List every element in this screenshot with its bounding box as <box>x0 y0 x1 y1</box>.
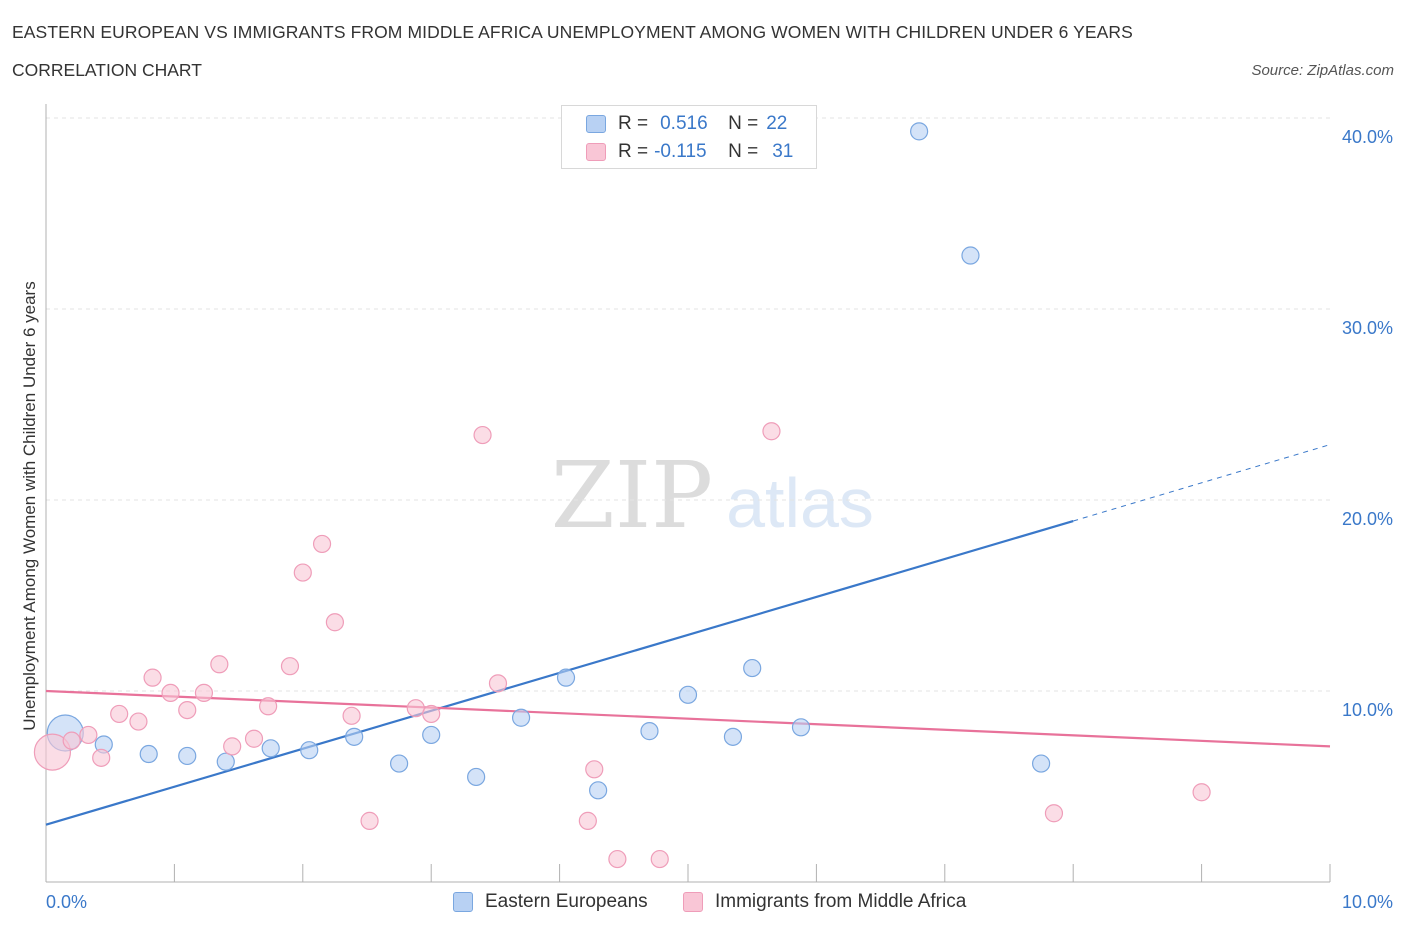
watermark-zip: ZIP <box>551 442 713 549</box>
point-middle-africa <box>1192 783 1211 802</box>
watermark-atlas: atlas <box>726 464 874 542</box>
point-middle-africa <box>608 849 627 869</box>
point-middle-africa <box>79 725 98 745</box>
legend-row-middle-africa: R = -0.115 N = 31 <box>586 140 793 164</box>
point-middle-africa <box>293 563 312 582</box>
legend-swatch-blue <box>453 892 473 912</box>
point-eastern-europeans <box>261 739 280 758</box>
source-credit: Source: ZipAtlas.com <box>1251 62 1394 79</box>
legend-swatch-pink <box>683 892 703 912</box>
x-tick-label: 0.0% <box>46 892 87 912</box>
point-eastern-europeans <box>640 722 659 741</box>
point-middle-africa <box>762 422 781 441</box>
chart-title: EASTERN EUROPEAN VS IMMIGRANTS FROM MIDD… <box>12 22 1133 42</box>
point-eastern-europeans <box>139 744 158 764</box>
point-eastern-europeans <box>743 658 762 678</box>
point-middle-africa <box>325 613 344 632</box>
legend-label: Eastern Europeans <box>485 891 648 912</box>
point-middle-africa <box>143 668 162 687</box>
legend-item-eastern-europeans[interactable]: Eastern Europeans <box>453 889 648 915</box>
point-middle-africa <box>129 712 148 731</box>
point-eastern-europeans <box>178 746 197 766</box>
legend-label: Immigrants from Middle Africa <box>715 891 967 912</box>
point-middle-africa <box>62 731 81 750</box>
legend-swatch-blue <box>586 115 606 133</box>
point-middle-africa <box>178 700 197 720</box>
point-eastern-europeans <box>589 781 608 800</box>
point-middle-africa <box>223 737 242 756</box>
grid-lines <box>46 117 1330 692</box>
point-middle-africa <box>92 748 111 767</box>
point-eastern-europeans <box>556 668 576 687</box>
n-value: 22 <box>766 113 788 134</box>
y-tick-label: 10.0% <box>1342 700 1393 720</box>
point-eastern-europeans <box>791 718 811 737</box>
point-middle-africa <box>312 534 332 554</box>
r-value: -0.115 <box>654 141 707 162</box>
point-eastern-europeans <box>723 727 743 746</box>
watermark: ZIP atlas <box>551 442 874 549</box>
legend-item-middle-africa[interactable]: Immigrants from Middle Africa <box>683 889 966 915</box>
r-value: 0.516 <box>660 113 708 134</box>
point-middle-africa <box>473 425 492 445</box>
point-middle-africa <box>488 674 508 693</box>
point-middle-africa <box>194 683 214 703</box>
n-label: N = <box>728 113 759 134</box>
legend-row-eastern-europeans: R = 0.516 N = 22 <box>586 112 787 136</box>
point-middle-africa <box>342 706 361 725</box>
point-middle-africa <box>161 683 180 703</box>
chart-subtitle: CORRELATION CHART <box>12 60 202 80</box>
x-tick-labels: 0.0% 10.0% <box>46 892 1393 912</box>
n-value: 31 <box>772 141 794 162</box>
point-eastern-europeans <box>345 727 364 746</box>
point-middle-africa <box>259 697 278 716</box>
point-eastern-europeans <box>961 246 980 265</box>
point-eastern-europeans <box>422 725 441 745</box>
point-middle-africa <box>110 704 129 724</box>
data-points <box>33 122 1211 869</box>
point-eastern-europeans <box>511 708 531 727</box>
point-middle-africa <box>244 729 264 748</box>
point-middle-africa <box>422 704 441 724</box>
y-tick-label: 30.0% <box>1342 318 1393 338</box>
point-middle-africa <box>280 657 300 676</box>
point-middle-africa <box>578 811 597 830</box>
point-eastern-europeans <box>678 685 698 704</box>
point-middle-africa <box>360 811 379 830</box>
trend-line-middle-africa <box>45 689 1331 748</box>
point-middle-africa <box>210 655 229 674</box>
point-middle-africa <box>650 849 669 869</box>
point-eastern-europeans <box>910 122 929 141</box>
n-label: N = <box>728 141 759 162</box>
r-label: R = <box>618 141 649 162</box>
point-eastern-europeans <box>216 752 235 771</box>
correlation-legend: R = 0.516 N = 22 R = -0.115 N = 31 <box>561 105 817 169</box>
point-middle-africa <box>33 733 72 771</box>
legend-swatch-pink <box>586 143 606 161</box>
x-tick-label: 10.0% <box>1342 892 1393 912</box>
point-middle-africa <box>1044 804 1064 823</box>
point-eastern-europeans <box>467 767 486 787</box>
trend-line-extension <box>1073 444 1331 522</box>
point-eastern-europeans <box>1031 754 1051 773</box>
point-middle-africa <box>406 699 425 718</box>
point-eastern-europeans <box>300 741 319 760</box>
y-tick-label: 20.0% <box>1342 509 1393 529</box>
r-label: R = <box>618 113 649 134</box>
point-eastern-europeans <box>390 754 409 773</box>
y-tick-labels: 10.0% 20.0% 30.0% 40.0% <box>1342 127 1393 720</box>
y-tick-label: 40.0% <box>1342 127 1393 147</box>
point-middle-africa <box>585 760 604 779</box>
